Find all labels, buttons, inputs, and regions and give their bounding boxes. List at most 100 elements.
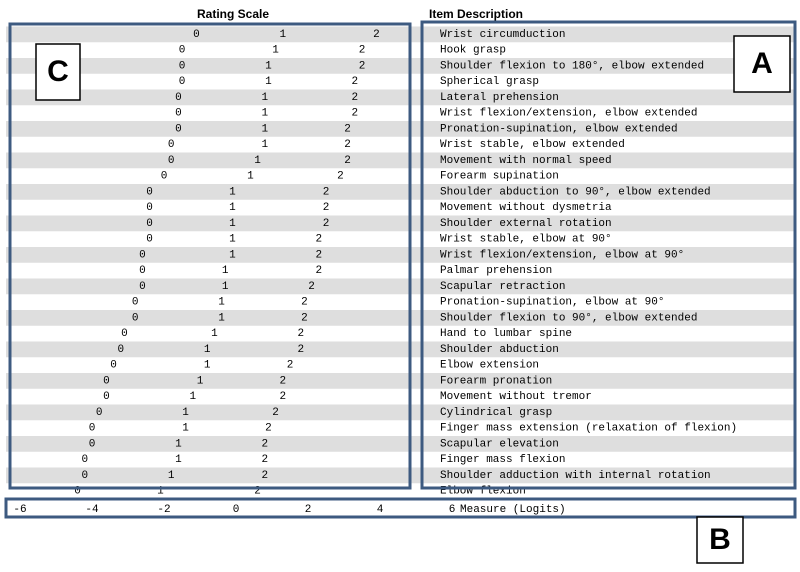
score-marker: 1 (175, 454, 182, 466)
score-marker: 1 (211, 328, 218, 340)
score-marker: 2 (287, 360, 294, 372)
item-description: Wrist flexion/extension, elbow at 90° (440, 249, 684, 261)
score-marker: 0 (117, 344, 124, 356)
score-marker: 1 (168, 470, 175, 482)
score-marker: 2 (337, 171, 344, 183)
item-description: Wrist circumduction (440, 29, 565, 41)
score-marker: 1 (204, 360, 211, 372)
row-band (6, 121, 794, 137)
score-marker: 2 (323, 186, 330, 198)
score-marker: 2 (359, 60, 366, 72)
score-marker: 0 (146, 234, 153, 246)
label-box (733, 35, 791, 93)
row-band (6, 341, 794, 358)
score-marker: 2 (323, 202, 330, 214)
score-marker: 1 (254, 155, 261, 167)
item-description: Wrist stable, elbow at 90° (440, 234, 612, 246)
score-marker: 2 (373, 29, 380, 41)
score-marker: 1 (175, 438, 182, 450)
score-marker: 1 (229, 186, 236, 198)
x-tick-label: 0 (233, 504, 240, 516)
box-b (4, 497, 797, 519)
item-description: Movement without tremor (440, 391, 592, 403)
header: Rating Scale (197, 7, 269, 21)
item-description: Forearm pronation (440, 375, 552, 387)
score-marker: 2 (297, 328, 304, 340)
x-axis-label: Measure (Logits) (460, 504, 566, 516)
row-band (6, 436, 794, 452)
item-description: Hand to lumbar spine (440, 328, 572, 340)
score-marker: 1 (222, 281, 229, 293)
score-marker: 1 (247, 171, 254, 183)
score-marker: 1 (261, 92, 268, 104)
score-marker: 0 (81, 454, 88, 466)
x-tick-label: 4 (377, 504, 384, 516)
score-marker: 1 (265, 76, 272, 88)
score-marker: 1 (272, 45, 279, 57)
item-description: Pronation-supination, elbow at 90° (440, 297, 664, 309)
item-description: Shoulder flexion to 180°, elbow extended (440, 60, 704, 72)
score-marker: 0 (161, 171, 168, 183)
score-marker: 0 (132, 297, 139, 309)
item-description: Hook grasp (440, 45, 506, 57)
score-marker: 2 (323, 218, 330, 230)
row-band (6, 278, 794, 295)
item-description: Wrist stable, elbow extended (440, 139, 625, 151)
item-description: Lateral prehension (440, 92, 559, 104)
score-marker: 1 (261, 123, 268, 135)
score-marker: 0 (89, 423, 96, 435)
item-description: Palmar prehension (440, 265, 552, 277)
score-marker: 1 (218, 312, 225, 324)
row-band (6, 184, 794, 200)
label-box (35, 43, 81, 101)
x-tick-label: 6 (449, 504, 456, 516)
score-marker: 0 (139, 281, 146, 293)
score-marker: 1 (279, 29, 286, 41)
score-marker: 1 (222, 265, 229, 277)
row-band (6, 310, 794, 326)
score-marker: 0 (146, 186, 153, 198)
row-band (6, 467, 794, 484)
score-marker: 0 (132, 312, 139, 324)
score-marker: 2 (261, 438, 268, 450)
box-label: B (709, 523, 731, 556)
score-marker: 1 (229, 218, 236, 230)
item-description: Shoulder external rotation (440, 218, 612, 230)
score-marker: 2 (344, 139, 351, 151)
score-marker: 2 (261, 470, 268, 482)
score-marker: 2 (359, 45, 366, 57)
item-description: Shoulder abduction (440, 344, 559, 356)
score-marker: 2 (344, 123, 351, 135)
score-marker: 0 (121, 328, 128, 340)
score-marker: 0 (179, 76, 186, 88)
box-label: A (751, 47, 773, 80)
row-band (6, 152, 794, 169)
score-marker: 0 (139, 265, 146, 277)
row-band (6, 215, 794, 232)
score-marker: 2 (297, 344, 304, 356)
score-marker: 0 (110, 360, 117, 372)
score-marker: 1 (261, 108, 268, 120)
score-marker: 0 (175, 108, 182, 120)
score-marker: 2 (301, 312, 308, 324)
x-tick-label: -4 (85, 504, 99, 516)
score-marker: 2 (301, 297, 308, 309)
score-marker: 2 (351, 76, 358, 88)
score-marker: 2 (351, 92, 358, 104)
score-marker: 1 (197, 375, 204, 387)
row-band (6, 247, 794, 263)
row-bands (6, 26, 794, 484)
score-marker: 0 (81, 470, 88, 482)
score-marker: 0 (179, 45, 186, 57)
item-description: Finger mass flexion (440, 454, 565, 466)
score-marker: 0 (175, 92, 182, 104)
score-marker: 1 (229, 249, 236, 261)
item-description: Forearm supination (440, 171, 559, 183)
item-description: Spherical grasp (440, 76, 539, 88)
score-marker: 2 (261, 454, 268, 466)
item-description: Shoulder flexion to 90°, elbow extended (440, 312, 697, 324)
score-marker: 1 (265, 60, 272, 72)
score-marker: 0 (175, 123, 182, 135)
item-description: Movement with normal speed (440, 155, 612, 167)
